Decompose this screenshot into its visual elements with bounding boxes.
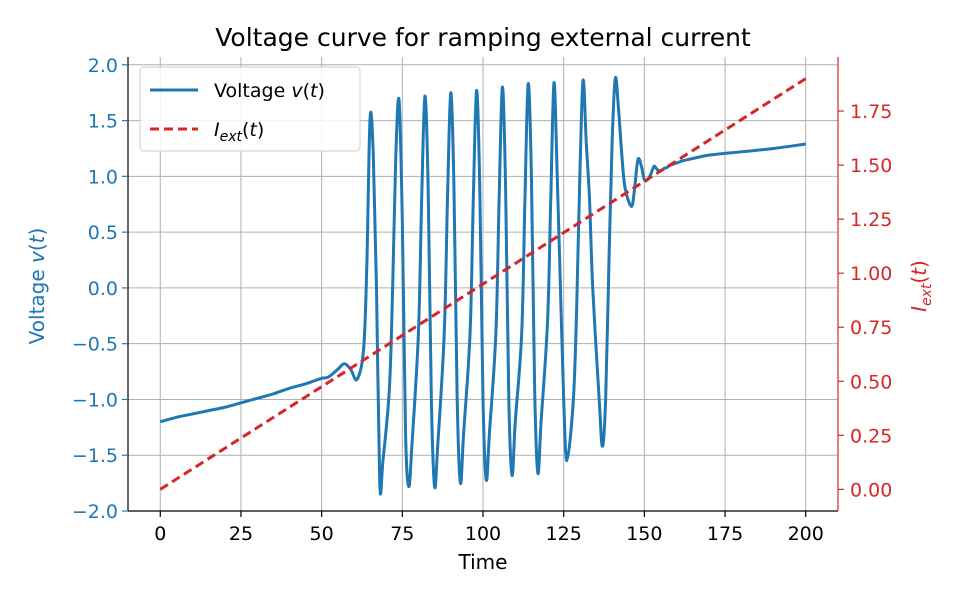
y-right-tick-label: 1.50 [850,155,892,177]
y-right-tick-label: 0.25 [850,425,892,447]
x-tick-label: 150 [626,523,662,545]
y-right-tick-label: 1.75 [850,101,892,123]
y-left-tick-label: 1.5 [88,111,118,133]
y-left-axis-title: Voltage v(t) [25,228,49,345]
y-right-tick-label: 0.75 [850,317,892,339]
y-right-tick-label: 1.25 [850,209,892,231]
y-left-tick-label: −2.0 [72,501,118,523]
legend-voltage-label: Voltage v(t) [214,80,325,102]
y-left-tick-label: 1.0 [88,166,118,188]
y-left-tick-label: 0.0 [88,278,118,300]
legend: Voltage v(t) Iext(t) [139,66,361,152]
y-right-tick-label: 0.00 [850,479,892,501]
y-right-tick-label: 0.50 [850,371,892,393]
x-tick-label: 200 [788,523,824,545]
ticks: 0 25 50 75 100 125 150 175 200 −2.0 −1.5 −1.0 −0.5 0.… [72,55,892,545]
chart-title: Voltage curve for ramping external curre… [215,23,751,52]
x-tick-label: 100 [465,523,501,545]
x-tick-label: 175 [707,523,743,545]
voltage-series-line [159,75,806,496]
x-tick-label: 125 [546,523,582,545]
series-layer [159,75,807,496]
y-right-tick-label: 1.00 [850,263,892,285]
x-tick-label: 25 [229,523,253,545]
x-tick-label: 50 [310,523,334,545]
x-tick-label: 75 [390,523,414,545]
current-series-line [159,77,807,491]
y-left-tick-label: −0.5 [72,334,118,356]
x-axis-title: Time [458,550,508,574]
y-left-tick-label: −1.0 [72,389,118,411]
y-left-tick-label: −1.5 [72,445,118,467]
y-left-tick-label: 0.5 [88,222,118,244]
x-tick-label: 0 [154,523,166,545]
y-left-tick-label: 2.0 [88,55,118,77]
